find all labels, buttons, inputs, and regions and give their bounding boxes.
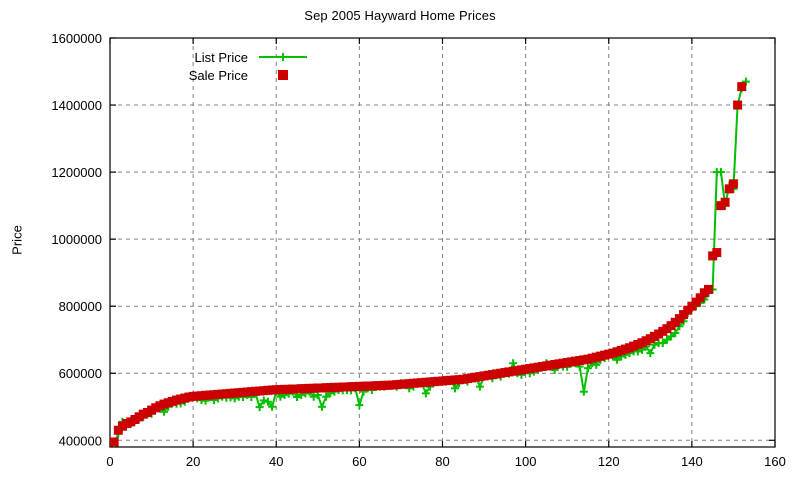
svg-text:20: 20 <box>186 454 200 469</box>
svg-text:600000: 600000 <box>59 366 102 381</box>
svg-text:100: 100 <box>515 454 537 469</box>
svg-text:1400000: 1400000 <box>51 98 102 113</box>
svg-text:80: 80 <box>435 454 449 469</box>
svg-text:160: 160 <box>764 454 786 469</box>
y-axis-ticks: 400000 600000 800000 1000000 1200000 1400000 1… <box>51 31 775 448</box>
chart-legend: List Price Sale Price <box>189 50 307 83</box>
svg-text:1600000: 1600000 <box>51 31 102 46</box>
chart-title: Sep 2005 Hayward Home Prices <box>304 8 496 23</box>
svg-text:1200000: 1200000 <box>51 165 102 180</box>
svg-text:60: 60 <box>352 454 366 469</box>
data-series <box>110 77 750 447</box>
legend-label-0: List Price <box>195 50 248 65</box>
svg-text:800000: 800000 <box>59 299 102 314</box>
svg-text:120: 120 <box>598 454 620 469</box>
svg-text:140: 140 <box>681 454 703 469</box>
svg-text:0: 0 <box>106 454 113 469</box>
gridlines <box>110 38 775 447</box>
plot-frame <box>109 37 776 448</box>
svg-text:1000000: 1000000 <box>51 232 102 247</box>
svg-text:400000: 400000 <box>59 433 102 448</box>
svg-text:40: 40 <box>269 454 283 469</box>
x-axis-ticks: 0 20 40 60 80 100 120 140 160 <box>106 38 786 469</box>
legend-label-1: Sale Price <box>189 68 248 83</box>
